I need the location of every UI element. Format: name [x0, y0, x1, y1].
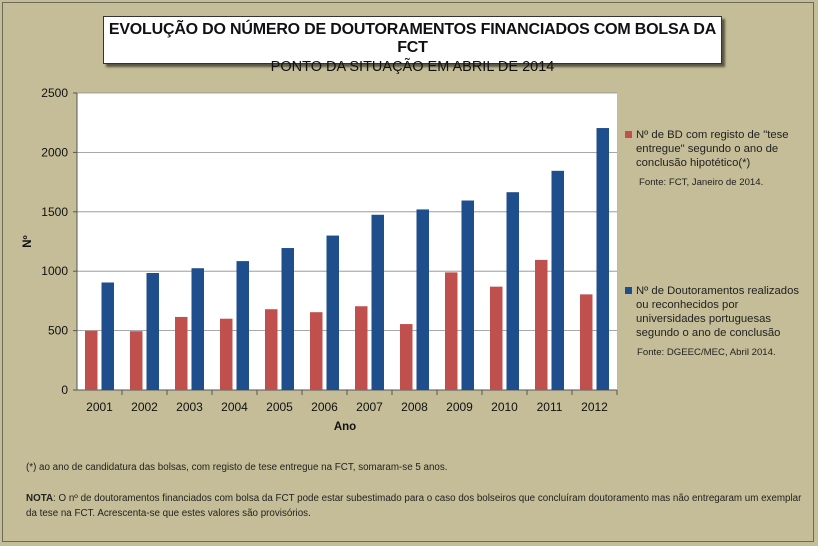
x-tick-label-2008: 2008 — [401, 400, 428, 414]
bar-red-2009 — [445, 272, 458, 390]
x-tick-label-2007: 2007 — [356, 400, 383, 414]
legend-swatch-blue — [625, 287, 632, 294]
x-tick-label-2009: 2009 — [446, 400, 473, 414]
chart-title: EVOLUÇÃO DO NÚMERO DE DOUTORAMENTOS FINA… — [108, 21, 717, 56]
bar-blue-2009 — [461, 200, 474, 390]
legend-source-blue: Fonte: DGEEC/MEC, Abril 2014. — [637, 347, 776, 358]
bar-blue-2012 — [596, 128, 609, 390]
y-tick-label-1000: 1000 — [41, 264, 68, 278]
legend-item-red: Nº de BD com registo de "tese entregue" … — [625, 128, 806, 190]
x-tick-label-2002: 2002 — [131, 400, 158, 414]
x-tick-label-2010: 2010 — [491, 400, 518, 414]
bar-red-2003 — [175, 316, 188, 390]
plot-area — [77, 93, 617, 390]
note: NOTA: O nº de doutoramentos financiados … — [26, 491, 806, 521]
x-tick-label-2005: 2005 — [266, 400, 293, 414]
bar-red-2005 — [265, 309, 278, 390]
bar-red-2002 — [130, 331, 143, 390]
legend-item-blue: Nº de Doutoramentos realizados ou reconh… — [625, 284, 811, 360]
bar-red-2012 — [580, 294, 593, 390]
note-text: : O nº de doutoramentos financiados com … — [26, 493, 802, 519]
legend-source-red: Fonte: FCT, Janeiro de 2014. — [639, 177, 764, 188]
chart-title-box: EVOLUÇÃO DO NÚMERO DE DOUTORAMENTOS FINA… — [103, 16, 722, 75]
bar-blue-2001 — [101, 282, 114, 390]
bar-blue-2005 — [281, 248, 294, 390]
bar-blue-2011 — [551, 170, 564, 390]
y-tick-label-0: 0 — [61, 383, 68, 397]
bar-blue-2010 — [506, 192, 519, 390]
y-tick-label-500: 500 — [48, 324, 68, 338]
bar-red-2010 — [490, 286, 503, 390]
bar-blue-2006 — [326, 235, 339, 390]
x-tick-label-2012: 2012 — [581, 400, 608, 414]
y-tick-label-1500: 1500 — [41, 205, 68, 219]
x-tick-label-2004: 2004 — [221, 400, 248, 414]
x-tick-label-2001: 2001 — [86, 400, 113, 414]
legend-label-blue: Nº de Doutoramentos realizados ou reconh… — [636, 285, 799, 339]
legend-swatch-red — [625, 131, 632, 138]
bar-blue-2002 — [146, 272, 159, 390]
x-axis-label: Ano — [334, 421, 356, 433]
bar-red-2004 — [220, 318, 233, 390]
x-tick-label-2011: 2011 — [537, 400, 563, 414]
chart-subtitle: PONTO DA SITUAÇÃO EM ABRIL DE 2014 — [270, 59, 555, 75]
bar-blue-2008 — [416, 209, 429, 390]
y-tick-label-2500: 2500 — [41, 86, 68, 100]
y-axis-label: Nº — [22, 235, 34, 248]
bar-blue-2007 — [371, 214, 384, 390]
bar-blue-2003 — [191, 268, 204, 390]
x-tick-label-2006: 2006 — [311, 400, 338, 414]
note-label: NOTA — [26, 493, 54, 504]
bar-red-2007 — [355, 306, 368, 390]
bar-blue-2004 — [236, 261, 249, 390]
footnote: (*) ao ano de candidatura das bolsas, co… — [26, 462, 448, 473]
bar-red-2011 — [535, 259, 548, 390]
legend-label-red: Nº de BD com registo de "tese entregue" … — [636, 129, 789, 169]
x-tick-label-2003: 2003 — [176, 400, 203, 414]
bar-red-2008 — [400, 324, 413, 390]
y-tick-label-2000: 2000 — [41, 145, 68, 159]
bar-red-2001 — [85, 330, 98, 390]
bar-red-2006 — [310, 312, 323, 390]
